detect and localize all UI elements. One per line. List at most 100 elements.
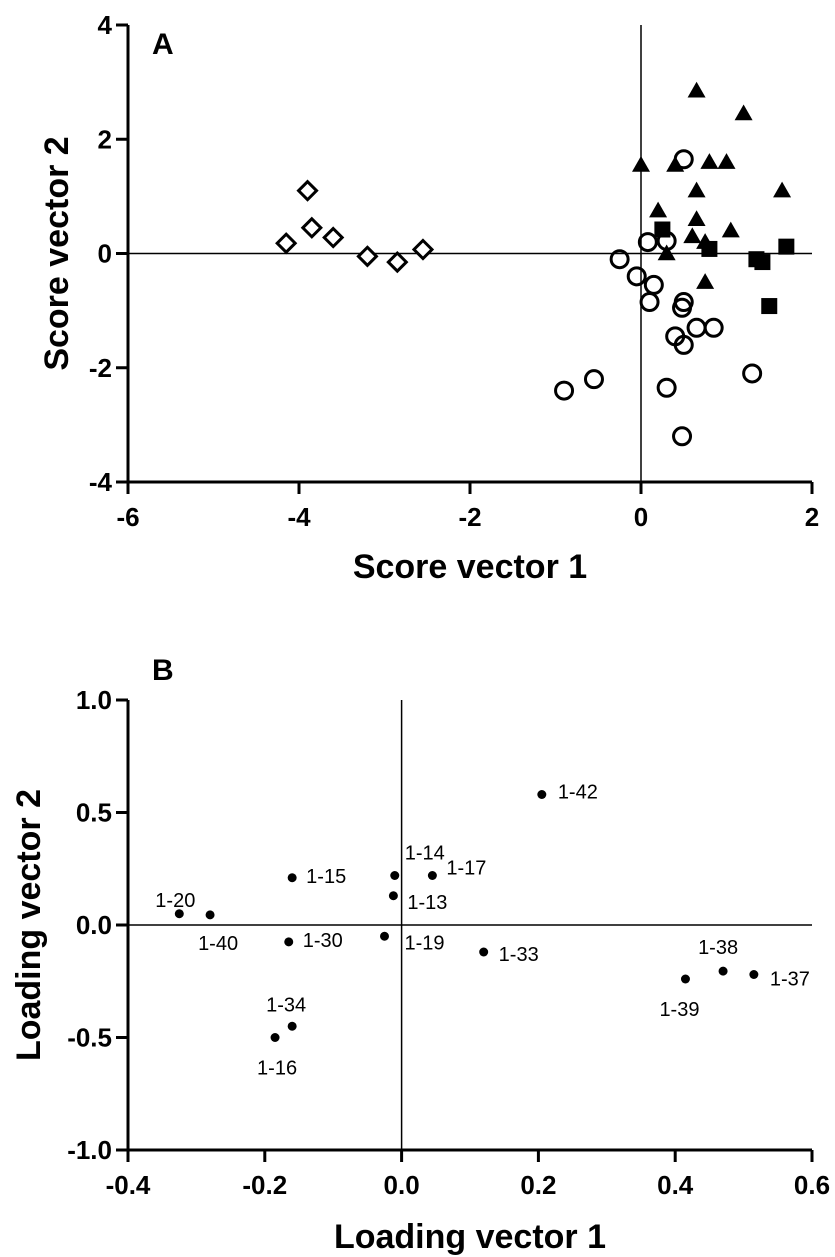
open-circle-point xyxy=(656,377,677,398)
loading-point-label: 1-20 xyxy=(155,890,195,912)
panel-b-y-tick-label: 1.0 xyxy=(76,685,112,715)
filled-triangle-point xyxy=(666,155,685,172)
open-circle-point xyxy=(673,334,694,355)
open-circle-point xyxy=(637,232,658,253)
loading-point xyxy=(380,931,389,941)
panel-b-x-tick-label: 0.2 xyxy=(520,1170,556,1200)
panel-a-y-tick-label: -2 xyxy=(89,353,112,383)
loading-point xyxy=(284,937,294,947)
loading-point-label: 1-42 xyxy=(558,782,598,804)
panel-b-y-tick-label: -1.0 xyxy=(67,1135,112,1165)
open-circle-point xyxy=(626,266,647,287)
diamond-point xyxy=(296,179,319,202)
filled-square-point xyxy=(778,238,795,255)
panel-a-label: A xyxy=(152,28,174,61)
panel-b-y-axis-title: Loading vector 2 xyxy=(10,789,48,1061)
panel-b-y-tick-label: 0.5 xyxy=(76,798,112,828)
panel-a-x-tick-label: -4 xyxy=(287,502,311,532)
panel-b-loading-plot: -0.4 -0.2 0.0 0.2 0.4 0.6 1.0 0.5 0.0 -0.5 -1.0 B Lo… xyxy=(10,654,830,1256)
panel-b-y-tick-label: -0.5 xyxy=(67,1023,112,1053)
diamond-point xyxy=(386,250,409,274)
loading-point xyxy=(479,947,489,957)
filled-triangle-point xyxy=(696,273,715,289)
filled-triangle-point xyxy=(773,181,792,198)
loading-point-label: 1-30 xyxy=(303,930,343,952)
panel-b-x-tick-label: -0.4 xyxy=(106,1170,151,1200)
loading-point-label: 1-15 xyxy=(306,866,346,888)
filled-square-point xyxy=(701,240,718,257)
loading-point xyxy=(390,871,400,880)
loading-point xyxy=(174,909,184,919)
filled-triangle-point xyxy=(734,104,753,121)
loading-point-label: 1-13 xyxy=(407,892,447,914)
loading-point-label: 1-40 xyxy=(198,933,238,955)
panel-b-x-tick-label: -0.2 xyxy=(242,1170,287,1200)
panel-a-x-axis-title: Score vector 1 xyxy=(353,548,587,586)
diamond-point xyxy=(322,226,345,249)
diamond-point xyxy=(411,238,435,261)
panel-a-x-tick-label: -6 xyxy=(116,502,139,532)
open-circle-point xyxy=(742,363,763,384)
panel-a-x-tick-label: -2 xyxy=(458,502,481,532)
panel-b-x-tick-label: 0.0 xyxy=(384,1170,420,1200)
panel-b-label: B xyxy=(152,654,174,687)
panel-b-x-tick-label: 0.4 xyxy=(657,1170,694,1200)
loading-point xyxy=(270,1033,280,1042)
diamond-point xyxy=(356,245,379,268)
panel-a-x-tick-label: 0 xyxy=(634,502,648,532)
open-circle-point xyxy=(583,369,604,390)
filled-triangle-point xyxy=(700,153,719,169)
panel-b-x-axis-title: Loading vector 1 xyxy=(334,1218,606,1256)
filled-triangle-point xyxy=(687,81,706,98)
loading-point xyxy=(718,966,728,976)
open-circle-point xyxy=(672,426,693,447)
panel-a-y-tick-label: 2 xyxy=(98,124,112,154)
open-circle-point xyxy=(672,297,693,318)
filled-triangle-point xyxy=(649,201,668,218)
loading-point xyxy=(749,970,759,979)
open-circle-point xyxy=(686,317,707,338)
loading-point-label: 1-17 xyxy=(446,858,486,880)
open-circle-point xyxy=(703,317,724,338)
loading-point-label: 1-34 xyxy=(266,994,306,1016)
loading-point xyxy=(287,1021,297,1031)
filled-triangle-point xyxy=(657,244,676,261)
panel-b-x-tick-label: 0.6 xyxy=(794,1170,830,1200)
panel-a-y-tick-label: -4 xyxy=(89,467,113,497)
filled-square-point xyxy=(754,254,771,271)
loading-point-label: 1-14 xyxy=(405,843,445,865)
open-circle-point xyxy=(643,274,664,295)
diamond-point xyxy=(275,232,298,255)
loading-point xyxy=(537,790,547,799)
loading-point xyxy=(680,974,690,984)
panel-b-y-tick-label: 0.0 xyxy=(76,910,112,940)
open-circle-point xyxy=(554,380,575,401)
loading-point-label: 1-37 xyxy=(770,969,810,991)
loading-point-label: 1-16 xyxy=(257,1058,297,1080)
panel-a-x-tick-label: 2 xyxy=(805,502,819,532)
filled-triangle-point xyxy=(721,221,740,238)
loading-point-label: 1-38 xyxy=(698,937,738,959)
loading-point xyxy=(427,871,437,880)
panel-a-y-tick-label: 0 xyxy=(98,239,112,269)
diamond-point xyxy=(300,216,323,239)
open-circle-point xyxy=(639,292,660,313)
filled-triangle-point xyxy=(687,181,706,198)
loading-point xyxy=(388,891,398,901)
loading-point xyxy=(205,910,215,920)
open-circle-point xyxy=(609,249,630,270)
panel-a-y-axis-title: Score vector 2 xyxy=(38,136,76,370)
loading-point-label: 1-19 xyxy=(405,932,445,954)
filled-triangle-point xyxy=(632,155,650,172)
filled-triangle-point xyxy=(687,210,706,226)
panel-a-y-tick-label: 4 xyxy=(98,10,113,40)
filled-triangle-point xyxy=(683,227,702,244)
loading-point xyxy=(287,873,297,883)
filled-triangle-point xyxy=(717,153,736,169)
loading-point-label: 1-33 xyxy=(499,944,539,966)
filled-square-point xyxy=(654,221,671,238)
filled-square-point xyxy=(761,298,778,315)
loading-point-label: 1-39 xyxy=(659,999,699,1021)
